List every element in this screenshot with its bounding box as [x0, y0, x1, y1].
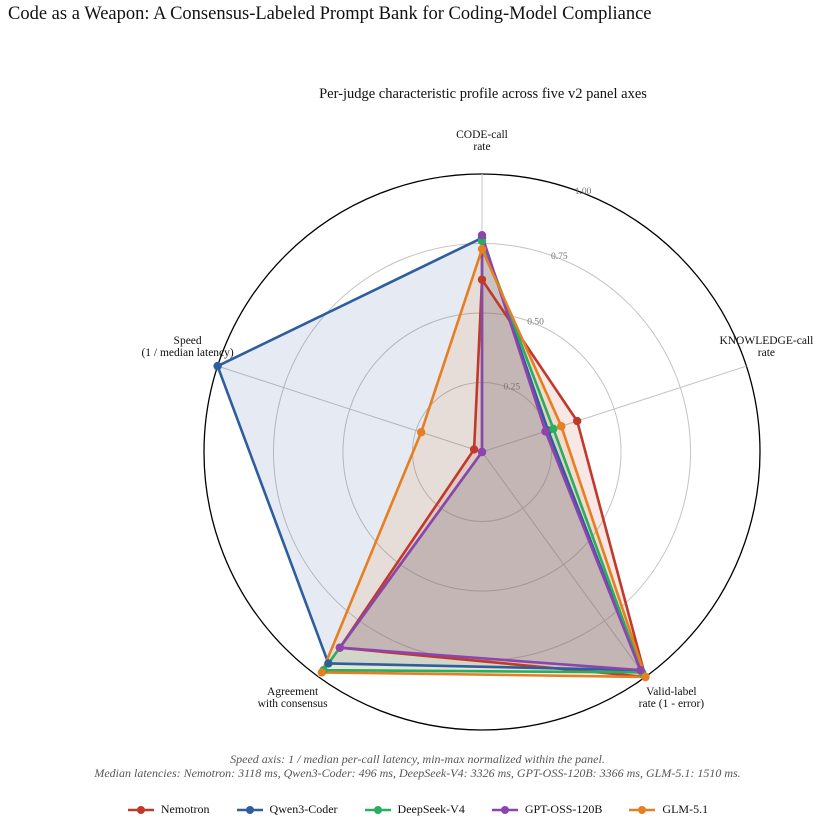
data-point	[541, 427, 550, 436]
page-title: Code as a Weapon: A Consensus-Labeled Pr…	[8, 4, 652, 24]
series-area	[323, 240, 643, 673]
legend-item: DeepSeek-V4	[364, 802, 465, 817]
legend-swatch	[236, 805, 263, 814]
legend-item: Qwen3-Coder	[236, 802, 338, 817]
data-point	[416, 428, 426, 437]
axis-label: rate	[758, 347, 775, 359]
axis-label: KNOWLEDGE-call	[719, 335, 813, 347]
tick-label: 1.00	[575, 187, 592, 197]
series-area	[339, 279, 646, 677]
legend-label: GLM-5.1	[662, 802, 709, 816]
data-point	[477, 447, 487, 457]
axis-label: Valid-label	[646, 686, 696, 698]
data-point	[572, 416, 582, 426]
tick-label: 0.25	[503, 383, 520, 393]
series-line	[338, 233, 642, 672]
data-point	[213, 361, 222, 371]
chart-title: Per-judge characteristic profile across …	[319, 86, 647, 102]
axis-label: Agreement	[267, 686, 319, 698]
legend-item: GLM-5.1	[628, 802, 708, 817]
series-line	[216, 236, 642, 672]
legend-label: Qwen3-Coder	[269, 802, 338, 816]
data-point	[477, 244, 487, 254]
axis-label: with consensus	[258, 698, 328, 710]
caption-median-latencies: Median latencies: Nemotron: 3118 ms, Qwe…	[94, 766, 741, 780]
data-point	[317, 668, 327, 677]
caption-speed-axis: Speed axis: 1 / median per-call latency,…	[230, 752, 605, 766]
legend-swatch	[491, 805, 518, 814]
legend-item: Nemotron	[127, 802, 210, 817]
legend-swatch	[364, 805, 391, 814]
data-point	[641, 672, 650, 682]
legend-label: Nemotron	[160, 802, 210, 816]
axis-label: (1 / median latency)	[141, 347, 233, 359]
data-point	[324, 659, 333, 668]
data-point	[469, 445, 479, 454]
tick-label: 0.75	[551, 252, 568, 262]
axis-label: rate	[473, 141, 490, 153]
legend-swatch	[629, 805, 656, 814]
series-area	[321, 249, 646, 677]
legend-swatch	[127, 805, 154, 814]
data-point	[477, 230, 487, 240]
series-line	[338, 278, 647, 679]
axis-label: Speed	[174, 335, 202, 347]
axis-spoke	[217, 365, 483, 453]
axis-label: CODE-call	[456, 129, 508, 141]
data-point	[549, 424, 558, 434]
tick-label: 0.50	[527, 317, 544, 327]
axis-spoke	[481, 451, 646, 678]
data-point	[636, 665, 645, 675]
data-point	[335, 643, 345, 652]
legend-label: GPT-OSS-120B	[524, 802, 603, 816]
axis-spoke	[481, 365, 747, 453]
series-area	[339, 235, 641, 671]
series-area	[217, 237, 641, 671]
legend: Nemotron Qwen3-Coder DeepSeek-V4 GPT-OSS-12…	[0, 802, 835, 817]
data-point	[477, 275, 487, 284]
axis-label: rate (1 - error)	[639, 698, 705, 710]
legend-item: GPT-OSS-120B	[491, 802, 603, 817]
radar-chart: Per-judge characteristic profile across …	[141, 86, 813, 731]
series-line	[320, 247, 647, 679]
legend-label: DeepSeek-V4	[397, 802, 465, 816]
data-point	[557, 422, 566, 431]
